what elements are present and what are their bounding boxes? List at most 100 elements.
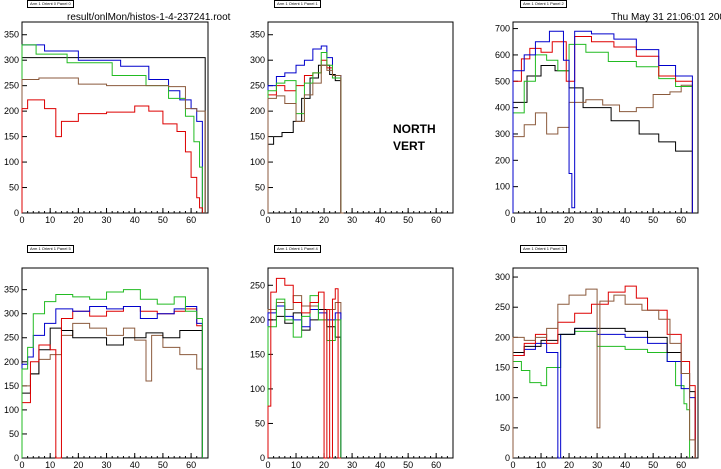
x-tick-label-4-40: 40: [375, 460, 385, 469]
y-tick-label-0-50: 50: [9, 183, 19, 193]
x-tick-label-4-30: 30: [347, 460, 357, 469]
series-blue-panel-4: [267, 305, 342, 458]
y-tick-label-4-0: 0: [260, 453, 265, 463]
series-blue-panel-1: [267, 45, 342, 213]
series-green-panel-1: [267, 52, 342, 213]
y-tick-label-0-300: 300: [4, 55, 19, 65]
y-tick-label-2-100: 100: [495, 182, 510, 192]
x-tick-label-2-20: 20: [564, 215, 574, 225]
y-tick-label-1-250: 250: [250, 81, 265, 91]
y-tick-label-3-200: 200: [4, 357, 19, 367]
x-tick-label-3-0: 0: [19, 460, 24, 469]
annotation-north: NORTH: [393, 122, 436, 136]
series-red-panel-5: [512, 285, 696, 458]
series-black-panel-3: [21, 327, 203, 458]
x-tick-label-1-20: 20: [319, 215, 329, 225]
x-tick-label-3-30: 30: [102, 460, 112, 469]
y-tick-label-3-350: 350: [4, 285, 19, 295]
y-tick-label-5-250: 250: [495, 302, 510, 312]
y-tick-label-1-100: 100: [250, 157, 265, 167]
y-tick-label-1-0: 0: [260, 208, 265, 218]
series-black-panel-5: [512, 327, 696, 458]
y-tick-label-2-600: 600: [495, 50, 510, 60]
y-tick-label-5-150: 150: [495, 363, 510, 373]
y-tick-label-2-200: 200: [495, 155, 510, 165]
x-tick-label-3-10: 10: [45, 460, 55, 469]
x-tick-label-4-0: 0: [265, 460, 270, 469]
panel-title-4: Arm 1 Orient 1 Panel 4: [274, 245, 321, 253]
x-tick-label-0-30: 30: [102, 215, 112, 225]
annotation-vert: VERT: [393, 139, 426, 153]
series-green-panel-5: [512, 330, 691, 458]
y-tick-label-0-0: 0: [14, 208, 19, 218]
y-tick-label-5-0: 0: [505, 453, 510, 463]
y-tick-label-0-200: 200: [4, 106, 19, 116]
y-tick-label-2-0: 0: [505, 208, 510, 218]
y-tick-label-1-350: 350: [250, 30, 265, 40]
series-blue-panel-3: [21, 305, 203, 458]
x-tick-label-1-60: 60: [431, 215, 441, 225]
x-tick-label-0-0: 0: [19, 215, 24, 225]
y-tick-label-4-150: 150: [250, 349, 265, 359]
panel-title-1: Arm 1 Orient 1 Panel 1: [274, 0, 321, 8]
y-tick-label-0-250: 250: [4, 81, 19, 91]
series-red-panel-0: [21, 99, 203, 213]
x-tick-label-4-20: 20: [319, 460, 329, 469]
x-tick-label-5-50: 50: [648, 460, 658, 469]
series-black-panel-4: [267, 308, 342, 458]
panel-title-0: Arm 1 Orient 0 Panel 0: [27, 0, 74, 8]
y-tick-label-3-0: 0: [14, 453, 19, 463]
series-green-panel-4: [267, 295, 342, 458]
series-brown-panel-5: [512, 288, 696, 458]
y-tick-label-4-250: 250: [250, 280, 265, 290]
series-brown-panel-1: [267, 64, 344, 214]
x-tick-label-4-60: 60: [431, 460, 441, 469]
series-brown-panel-3: [21, 322, 203, 458]
y-tick-label-0-100: 100: [4, 157, 19, 167]
y-tick-label-5-50: 50: [500, 423, 510, 433]
plot-frame-3: [21, 267, 209, 459]
series-red-panel-1: [267, 59, 342, 213]
y-tick-label-1-50: 50: [255, 183, 265, 193]
x-tick-label-2-50: 50: [648, 215, 658, 225]
datetime-label: Thu May 31 21:06:01 2007: [611, 12, 721, 23]
series-red-panel-2: [512, 35, 693, 213]
y-tick-label-4-100: 100: [250, 384, 265, 394]
x-tick-label-3-60: 60: [186, 460, 196, 469]
panel-title-2: Arm 1 Orient 1 Panel 2: [520, 0, 567, 8]
x-tick-label-0-10: 10: [45, 215, 55, 225]
x-tick-label-4-10: 10: [291, 460, 301, 469]
x-tick-label-1-10: 10: [291, 215, 301, 225]
x-tick-label-5-20: 20: [564, 460, 574, 469]
series-green-panel-3: [21, 289, 203, 458]
y-tick-label-4-50: 50: [255, 418, 265, 428]
panel-title-5: Arm 1 Orient 1 Panel 3: [520, 245, 567, 253]
y-tick-label-2-400: 400: [495, 103, 510, 113]
y-tick-label-1-150: 150: [250, 132, 265, 142]
series-red-panel-4: [267, 277, 341, 459]
x-tick-label-5-10: 10: [536, 460, 546, 469]
x-tick-label-3-20: 20: [73, 460, 83, 469]
series-brown-panel-2: [512, 84, 693, 213]
plot-frame-4: [267, 267, 454, 459]
series-blue-panel-5: [512, 327, 696, 459]
series-green-panel-2: [512, 43, 693, 213]
y-tick-label-1-300: 300: [250, 55, 265, 65]
series-blue-panel-2: [512, 30, 693, 213]
file-name-label: result/onlMon/histos-1-4-237241.root: [67, 12, 231, 23]
panel-title-3: Arm 1 Orient 1 Panel 5: [27, 245, 74, 253]
y-tick-label-3-100: 100: [4, 405, 19, 415]
y-tick-label-0-150: 150: [4, 132, 19, 142]
x-tick-label-5-60: 60: [676, 460, 686, 469]
x-tick-label-0-20: 20: [73, 215, 83, 225]
series-red-panel-3: [21, 305, 203, 459]
series-black-panel-2: [512, 64, 693, 213]
x-tick-label-1-0: 0: [265, 215, 270, 225]
x-tick-label-2-30: 30: [592, 215, 602, 225]
plot-frame-5: [512, 267, 699, 459]
y-tick-label-5-200: 200: [495, 332, 510, 342]
series-black-panel-0: [21, 57, 206, 213]
x-tick-label-2-10: 10: [536, 215, 546, 225]
x-tick-label-2-0: 0: [510, 215, 515, 225]
